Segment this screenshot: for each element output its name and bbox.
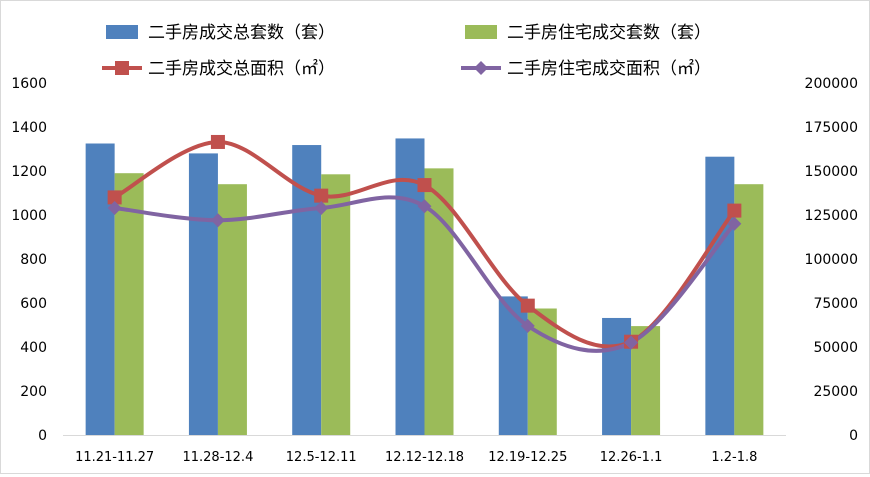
x-axis: 11.21-11.27 11.28-12.4 12.5-12.11 12.12-12.… <box>63 435 786 465</box>
left-tick-label: 400 <box>20 340 47 356</box>
category-label: 1.2-1.8 <box>711 450 757 465</box>
legend-label: 二手房住宅成交套数（套） <box>507 23 711 43</box>
diamond-marker <box>624 335 639 350</box>
right-axis: 0 25000 50000 75000 100000 125000 150000 175000… <box>805 76 858 444</box>
legend-label: 二手房成交总套数（套） <box>148 23 335 43</box>
right-tick-label: 75000 <box>813 296 858 312</box>
square-marker <box>727 203 742 218</box>
diamond-marker <box>727 216 742 231</box>
bar-series <box>85 138 764 436</box>
square-marker <box>520 298 535 313</box>
legend-label: 二手房成交总面积（㎡） <box>148 59 335 79</box>
legend: 二手房成交总套数（套） 二手房住宅成交套数（套） 二手房成交总面积（㎡） 二手房住宅成… <box>102 23 711 79</box>
left-tick-label: 1600 <box>11 76 47 92</box>
bar-residential-units <box>321 174 351 436</box>
legend-swatch-bar <box>106 25 138 39</box>
square-marker <box>314 188 329 203</box>
legend-diamond-marker <box>474 61 488 75</box>
right-tick-label: 100000 <box>805 252 858 268</box>
left-tick-label: 1000 <box>11 208 47 224</box>
left-axis: 0 200 400 600 800 1000 1200 1400 1600 <box>11 76 47 444</box>
line-markers <box>107 134 742 350</box>
square-marker <box>107 190 122 205</box>
diamond-marker <box>314 200 329 215</box>
left-tick-label: 200 <box>20 384 47 400</box>
right-tick-label: 125000 <box>805 208 858 224</box>
right-tick-label: 150000 <box>805 164 858 180</box>
bar-residential-units <box>217 184 247 435</box>
left-tick-label: 1400 <box>11 120 47 136</box>
square-marker <box>210 134 225 149</box>
category-label: 11.21-11.27 <box>75 450 154 465</box>
bar-total-units <box>85 143 115 435</box>
left-tick-label: 0 <box>38 428 47 444</box>
left-tick-label: 1200 <box>11 164 47 180</box>
legend-square-marker <box>115 61 129 75</box>
bar-total-units <box>188 153 218 435</box>
right-tick-label: 200000 <box>805 76 858 92</box>
bar-total-units <box>498 296 528 435</box>
bar-residential-units <box>424 168 454 436</box>
diamond-marker <box>520 318 535 333</box>
category-label: 11.28-12.4 <box>182 450 253 465</box>
right-tick-label: 50000 <box>813 340 858 356</box>
square-marker <box>417 178 432 193</box>
left-tick-label: 800 <box>20 252 47 268</box>
category-label: 12.19-12.25 <box>488 450 567 465</box>
bar-residential-units <box>114 173 144 435</box>
bar-residential-units <box>734 184 764 435</box>
left-tick-label: 600 <box>20 296 47 312</box>
right-tick-label: 25000 <box>813 384 858 400</box>
diamond-marker <box>107 200 122 215</box>
category-label: 12.12-12.18 <box>385 450 464 465</box>
category-label: 12.5-12.11 <box>286 450 357 465</box>
legend-label: 二手房住宅成交面积（㎡） <box>507 59 711 79</box>
right-tick-label: 0 <box>849 428 858 444</box>
legend-swatch-bar <box>465 25 497 39</box>
category-label: 12.26-1.1 <box>600 450 663 465</box>
bar-total-units <box>705 156 735 435</box>
diamond-marker <box>417 199 432 214</box>
diamond-marker <box>210 213 225 228</box>
right-tick-label: 175000 <box>805 120 858 136</box>
